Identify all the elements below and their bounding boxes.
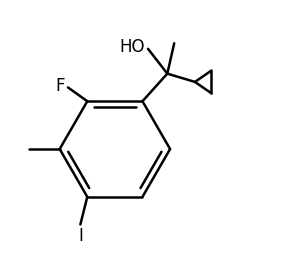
Text: I: I (78, 227, 83, 245)
Text: F: F (56, 77, 65, 95)
Text: HO: HO (120, 38, 145, 56)
